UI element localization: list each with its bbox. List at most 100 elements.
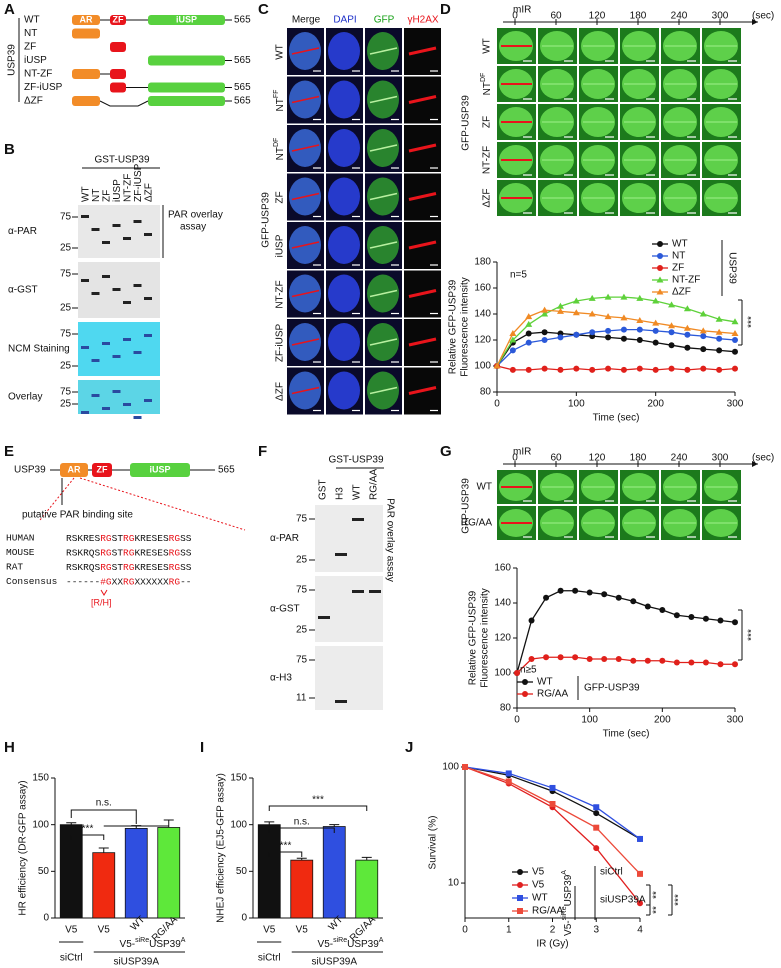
point [731,318,739,325]
x-tick-label: 200 [647,399,664,410]
legend-marker [517,882,523,888]
row-label: ZF-iUSP [24,82,63,93]
domain [110,42,126,52]
legend-marker [522,691,528,697]
seq-part: KRESES [134,533,169,544]
group-label: GFP-USP39 [261,192,272,248]
bar [257,824,281,919]
bracket [70,834,105,840]
domain [72,69,100,79]
lane-label: ZF-iUSP [133,163,144,202]
bracket [268,827,335,833]
rule [291,192,320,201]
mw-marker: 25 [60,399,72,410]
length-label: 565 [234,82,251,93]
point [688,614,695,620]
point [541,329,548,336]
annotation: n.s. [294,817,310,828]
lane-label: H3 [335,487,346,500]
point [636,294,644,301]
panel-label: G [440,443,452,460]
legend-title: USP39 [726,252,737,284]
legend-marker [657,265,663,271]
point [543,594,550,601]
x-tick-label: V5 [98,925,111,936]
y-tick-label: 160 [494,563,511,574]
row-label-sup: DF [480,73,487,82]
construct-part: siRe [135,937,149,944]
seq-part: RG [123,562,135,573]
domain-label: AR [80,14,93,24]
construct-label: V5-siReUSP39A [318,937,384,949]
band [335,553,347,556]
point [684,331,691,338]
construct-part: siRe [333,937,347,944]
y-tick-label: 100 [32,819,49,830]
point [549,784,556,791]
blot [78,380,160,414]
band [81,346,89,349]
series-line [496,328,736,367]
band [91,292,100,295]
construct-part: V5- [318,939,334,950]
domain [148,82,225,93]
row-label: α-PAR [8,226,37,237]
annotation: *** [312,795,324,806]
point [525,320,533,327]
y-tick-label: 120 [474,335,491,346]
domain-label: AR [68,464,81,474]
time-label: 120 [589,11,606,22]
point [557,654,564,661]
band [91,394,100,397]
blot [315,505,383,572]
seq-part: RG [100,547,112,558]
error-bar [296,857,307,861]
series-line [496,365,736,371]
bar [355,859,379,919]
domain [130,463,190,477]
nucleus [328,274,360,313]
point [541,337,548,343]
y-tick-label: 80 [500,703,512,714]
point [514,670,520,676]
band [123,237,131,240]
point [732,619,738,626]
point [673,659,680,666]
seq-part: ST [112,547,124,558]
mw-marker: 75 [296,655,308,666]
panel-label: E [4,443,14,460]
y-axis-label: NHEJ efficiency (EJ5-GFP assay) [216,773,227,923]
x-tick-label: 100 [568,399,585,410]
lane-label: iUSP [112,179,123,202]
nucleus [328,226,360,264]
x-tick-label: 3 [593,925,599,936]
point [588,294,596,301]
seq-part: RG [123,576,135,587]
x-tick-label: 2 [550,925,556,936]
point [543,654,550,661]
legend-title: GFP-USP39 [584,683,640,694]
point [659,657,666,664]
panel-label: D [440,1,451,18]
nucleus [328,32,360,70]
group-ctrl: siCtrl [600,867,623,878]
point [636,365,643,372]
rule [291,47,320,55]
x-tick-label: 300 [727,715,744,726]
point [620,335,627,342]
series-line [496,331,736,367]
bracket [268,805,368,811]
mw-marker: 25 [60,243,72,254]
legend-marker [657,241,663,247]
mw-marker: 25 [296,625,308,636]
x-tick-label: 4 [637,925,643,936]
bar [124,828,148,919]
error-bar [98,847,109,853]
row-label: ΔZF [275,382,286,401]
construct-part: USP39 [563,874,574,906]
series-line [516,656,735,674]
point [700,365,707,372]
y-tick-label: 100 [442,762,459,773]
annotation: n≥5 [520,665,537,676]
seq-part: XXXXXX [134,576,169,587]
